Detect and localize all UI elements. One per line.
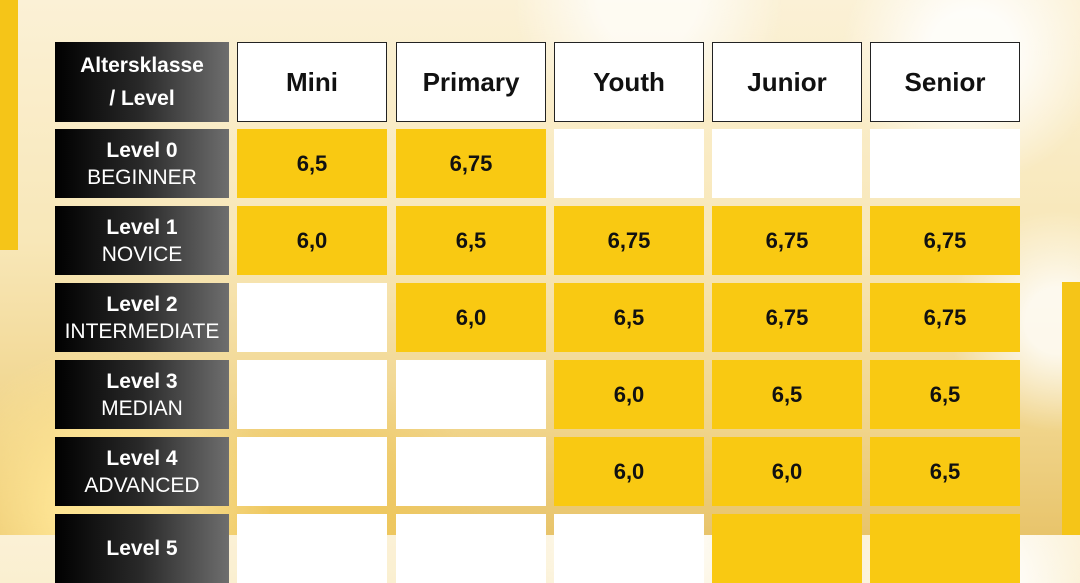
value-cell xyxy=(396,360,546,429)
level-name: INTERMEDIATE xyxy=(64,319,220,343)
level-number: Level 1 xyxy=(106,215,178,239)
value-cell: 6,5 xyxy=(396,206,546,275)
left-accent-bar xyxy=(0,0,18,250)
level-name: BEGINNER xyxy=(87,165,197,189)
right-accent-bar xyxy=(1062,282,1080,535)
value-cell: 6,0 xyxy=(237,206,387,275)
level-number: Level 4 xyxy=(106,446,178,470)
value-cell: 6,75 xyxy=(870,283,1020,352)
value-cell xyxy=(237,437,387,506)
row-header-level-4: Level 4 ADVANCED xyxy=(55,437,229,506)
value-cell: 6,5 xyxy=(712,360,862,429)
value-cell: 6,75 xyxy=(554,206,704,275)
value-cell xyxy=(712,129,862,198)
row-header-level-3: Level 3 MEDIAN xyxy=(55,360,229,429)
value-cell: 6,75 xyxy=(870,206,1020,275)
level-name: ADVANCED xyxy=(84,473,200,497)
value-cell: 6,0 xyxy=(554,437,704,506)
value-cell: 6,5 xyxy=(554,283,704,352)
value-cell xyxy=(712,514,862,583)
value-cell: 6,0 xyxy=(712,437,862,506)
column-header-mini: Mini xyxy=(237,42,387,122)
value-cell xyxy=(870,129,1020,198)
value-cell xyxy=(396,437,546,506)
row-header-level-0: Level 0 BEGINNER xyxy=(55,129,229,198)
corner-label-top: Altersklasse xyxy=(80,54,204,77)
row-header-level-1: Level 1 NOVICE xyxy=(55,206,229,275)
value-cell: 6,75 xyxy=(712,206,862,275)
value-cell: 6,0 xyxy=(554,360,704,429)
corner-label-bottom: / Level xyxy=(109,87,175,110)
level-name: MEDIAN xyxy=(101,396,183,420)
corner-header: Altersklasse / Level xyxy=(55,42,229,122)
level-number: Level 5 xyxy=(106,537,178,560)
value-cell: 6,5 xyxy=(870,437,1020,506)
level-number: Level 0 xyxy=(106,138,178,162)
value-cell xyxy=(237,283,387,352)
value-cell xyxy=(870,514,1020,583)
column-header-junior: Junior xyxy=(712,42,862,122)
value-cell xyxy=(554,514,704,583)
value-cell: 6,5 xyxy=(870,360,1020,429)
row-header-level-2: Level 2 INTERMEDIATE xyxy=(55,283,229,352)
column-header-senior: Senior xyxy=(870,42,1020,122)
value-cell xyxy=(237,360,387,429)
column-header-youth: Youth xyxy=(554,42,704,122)
level-number: Level 2 xyxy=(106,292,178,316)
level-number: Level 3 xyxy=(106,369,178,393)
value-cell xyxy=(237,514,387,583)
row-header-level-5: Level 5 xyxy=(55,514,229,583)
value-cell: 6,75 xyxy=(396,129,546,198)
value-cell xyxy=(554,129,704,198)
value-cell: 6,5 xyxy=(237,129,387,198)
column-header-primary: Primary xyxy=(396,42,546,122)
value-cell: 6,75 xyxy=(712,283,862,352)
value-cell: 6,0 xyxy=(396,283,546,352)
value-cell xyxy=(396,514,546,583)
level-name: NOVICE xyxy=(101,242,183,266)
